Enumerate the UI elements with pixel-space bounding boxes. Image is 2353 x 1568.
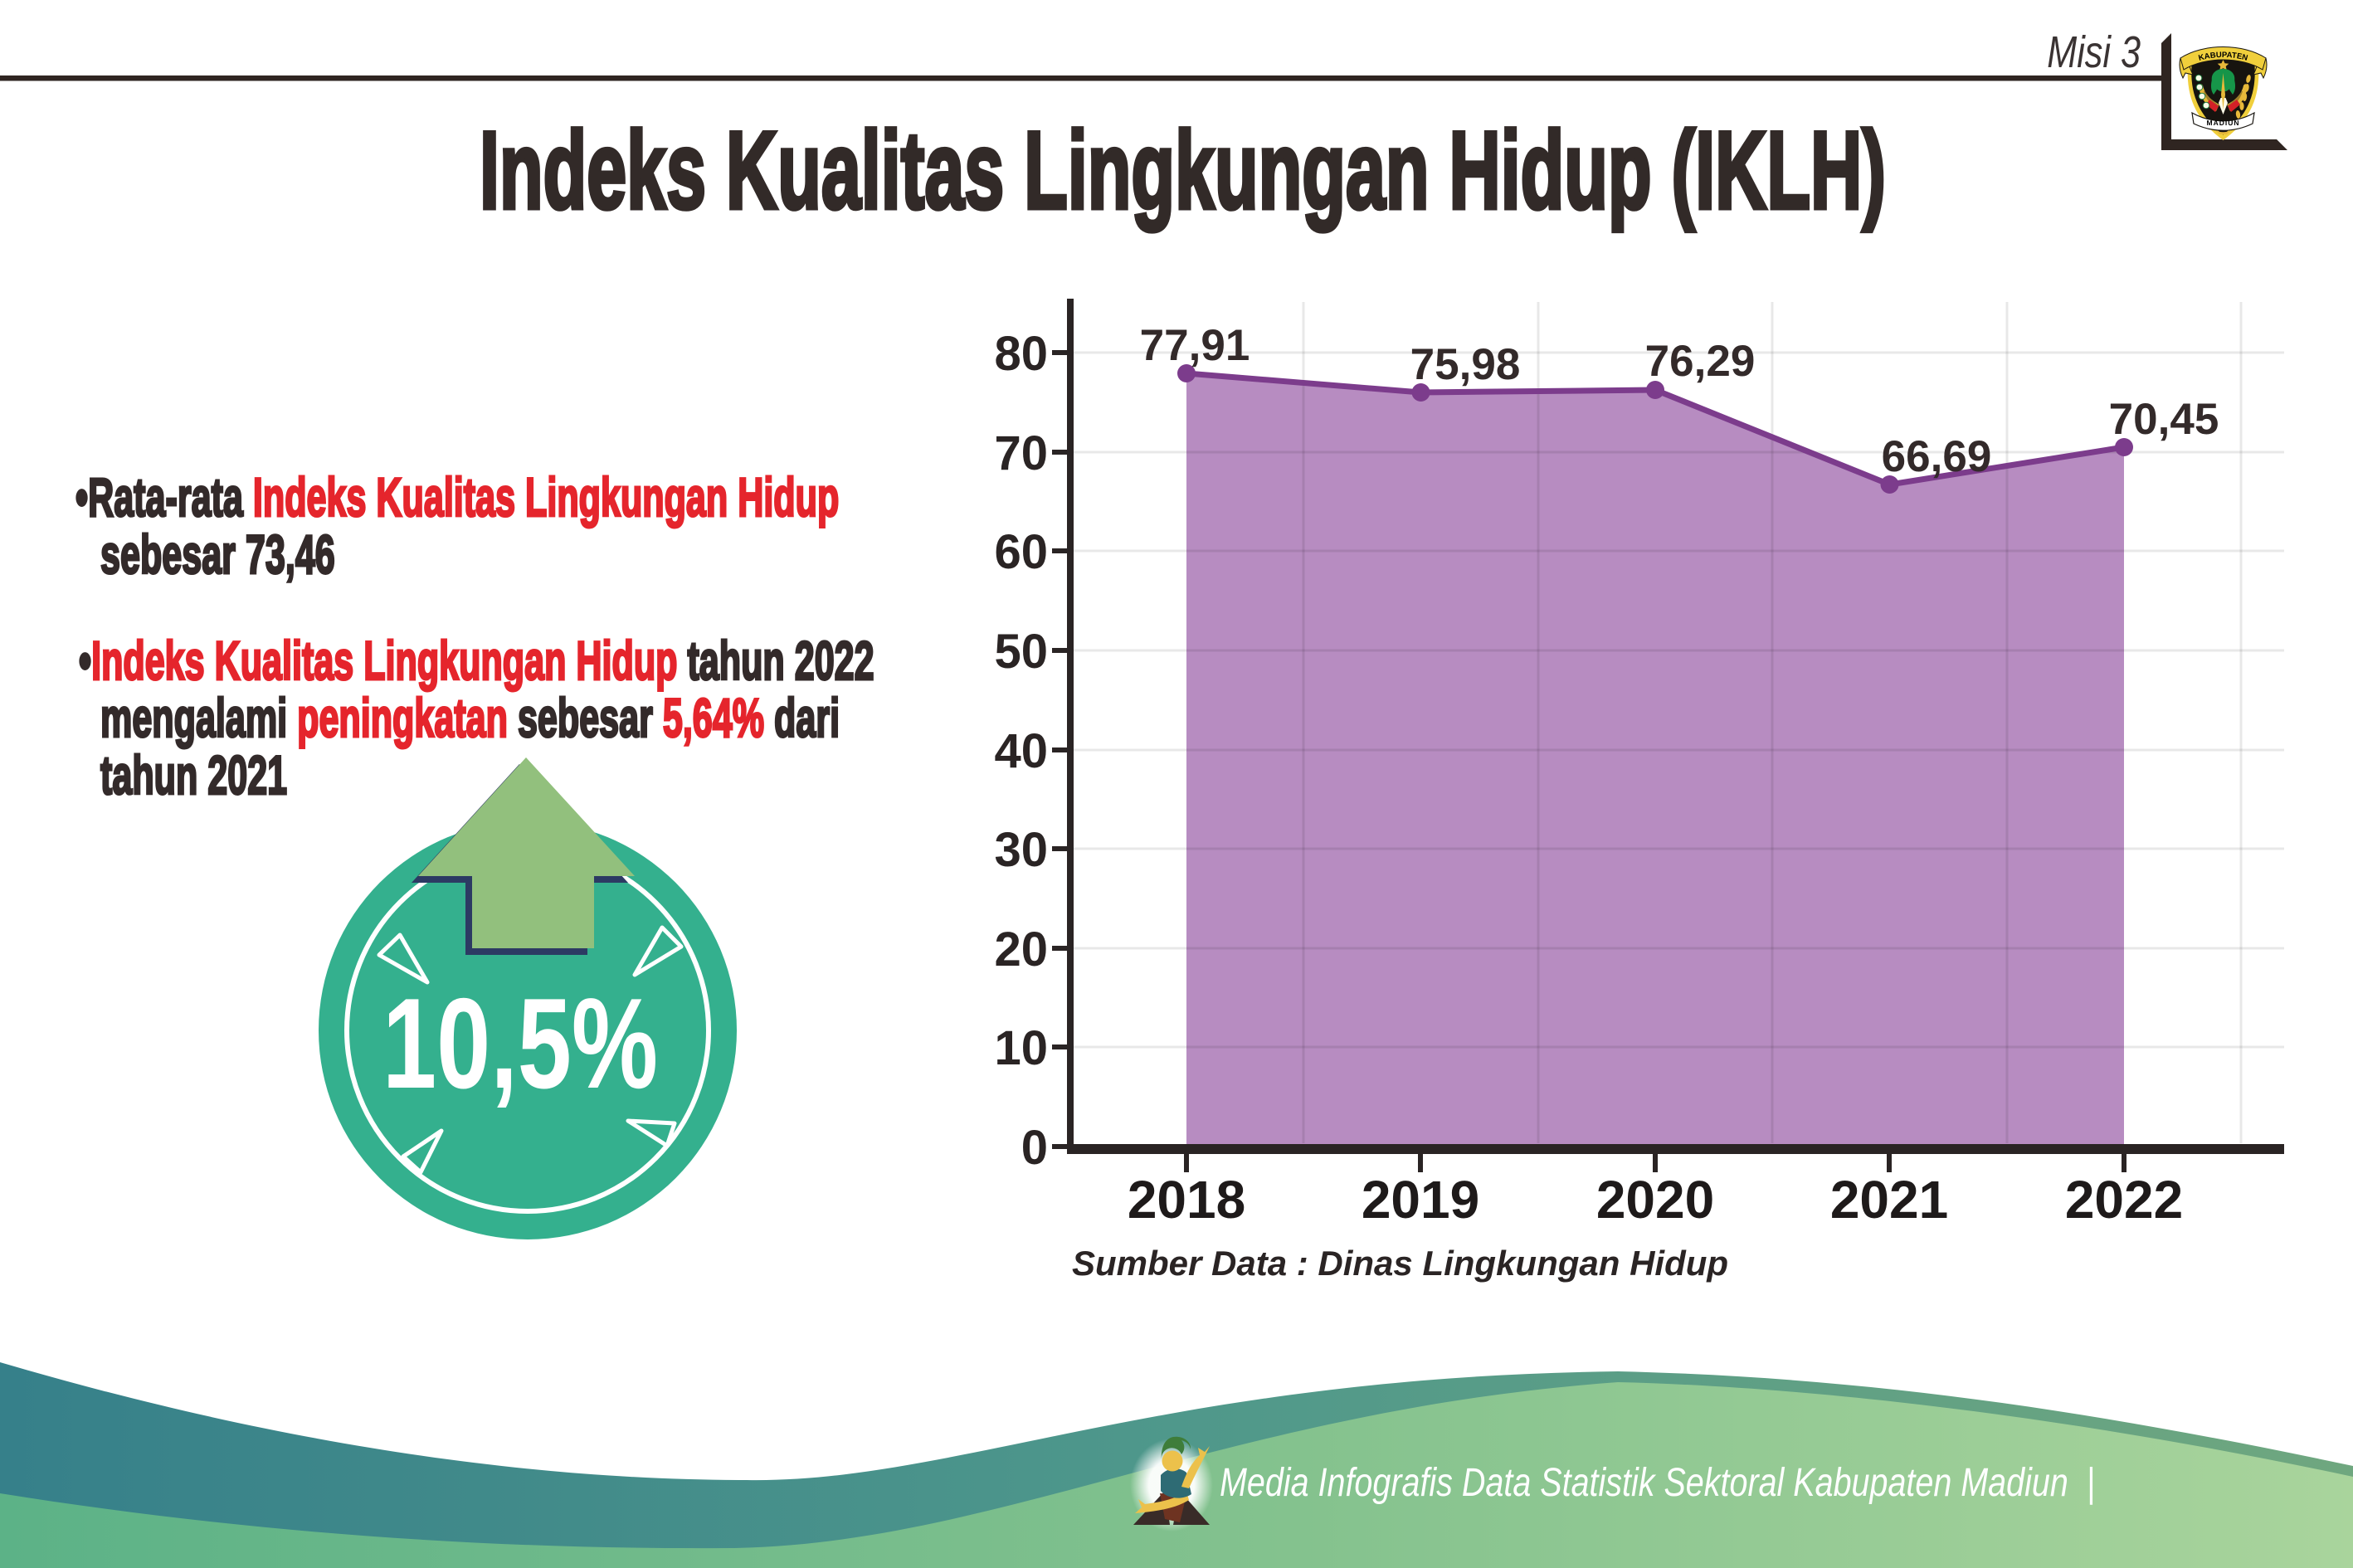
svg-text:2018: 2018 — [1128, 1170, 1245, 1230]
svg-text:76,29: 76,29 — [1645, 337, 1756, 386]
svg-text:75,98: 75,98 — [1410, 340, 1521, 389]
svg-text:0: 0 — [1021, 1121, 1048, 1175]
svg-text:20: 20 — [994, 923, 1048, 976]
svg-text:60: 60 — [994, 525, 1048, 579]
svg-text:77,91: 77,91 — [1140, 321, 1250, 370]
svg-text:2022: 2022 — [2065, 1170, 2183, 1230]
svg-text:2021: 2021 — [1830, 1170, 1948, 1230]
svg-text:30: 30 — [994, 823, 1048, 877]
svg-text:70: 70 — [994, 426, 1048, 480]
svg-text:MADIUN: MADIUN — [2207, 119, 2240, 127]
svg-text:2019: 2019 — [1362, 1170, 1479, 1230]
svg-text:10,5%: 10,5% — [382, 971, 658, 1115]
svg-text:66,69: 66,69 — [1882, 432, 1992, 481]
svg-text:10: 10 — [994, 1021, 1048, 1075]
svg-text:2020: 2020 — [1596, 1170, 1714, 1230]
svg-text:KABUPATEN: KABUPATEN — [2198, 51, 2249, 63]
svg-text:50: 50 — [994, 625, 1048, 679]
svg-text:70,45: 70,45 — [2109, 395, 2219, 444]
svg-text:80: 80 — [994, 327, 1048, 381]
svg-text:40: 40 — [994, 724, 1048, 778]
